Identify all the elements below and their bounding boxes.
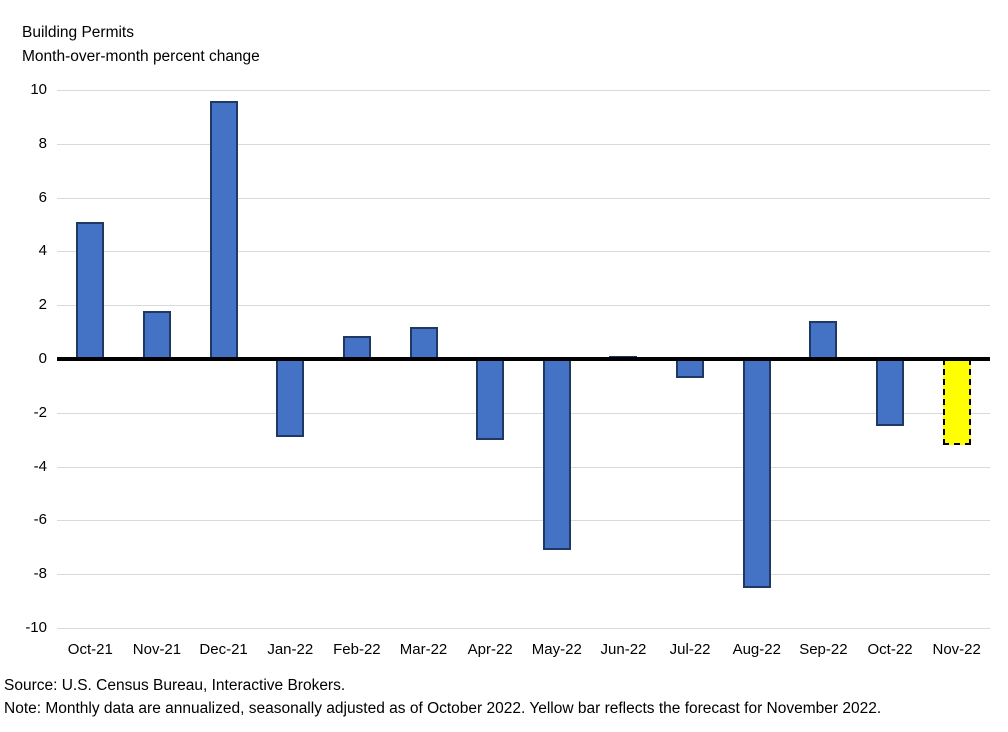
x-tick-label-Dec-21: Dec-21	[199, 641, 248, 658]
x-tick-label-Oct-21: Oct-21	[67, 641, 113, 658]
plot-area	[57, 90, 990, 629]
gridline	[57, 574, 990, 576]
gridline	[57, 251, 990, 253]
gridline	[57, 520, 990, 522]
gridline	[57, 412, 990, 414]
y-tick-label: 10	[30, 81, 47, 98]
bar-Feb-22	[342, 336, 371, 359]
bar-Sep-22	[809, 321, 838, 359]
note-text: Note: Monthly data are annualized, seaso…	[4, 700, 882, 717]
y-tick-label: 8	[38, 134, 47, 152]
gridline	[57, 197, 990, 199]
x-tick-label-Nov-22: Nov-22	[932, 641, 981, 658]
y-tick-label: -4	[33, 457, 47, 475]
x-axis: Oct-21 Nov-21 Dec-21 Jan-22 Feb-22 Mar-22 Apr-…	[57, 640, 990, 662]
x-tick-label-Aug-22: Aug-22	[732, 641, 781, 658]
bar-Dec-21	[209, 100, 238, 359]
y-tick-label: -6	[33, 511, 47, 529]
gridline	[57, 305, 990, 307]
y-tick-label: -8	[33, 565, 47, 583]
y-tick-label: -10	[25, 619, 47, 636]
bar-Jul-22	[676, 359, 705, 378]
chart-footer: Source: U.S. Census Bureau, Interactive …	[4, 674, 881, 720]
gridline	[57, 466, 990, 468]
bar-Oct-21	[76, 221, 105, 359]
source-text: Source: U.S. Census Bureau, Interactive …	[4, 677, 346, 694]
y-tick-label: 6	[38, 188, 47, 206]
y-tick-label: 0	[38, 350, 47, 367]
gridline	[57, 143, 990, 145]
y-tick-label: 4	[38, 242, 47, 260]
x-tick-label-Jan-22: Jan-22	[267, 641, 314, 658]
bar-Oct-22	[876, 359, 905, 427]
x-tick-label-May-22: May-22	[531, 641, 582, 658]
gridline	[57, 90, 990, 91]
forecast-bar-Nov-22	[942, 359, 971, 446]
bar-Mar-22	[409, 326, 438, 359]
x-tick-label-Jun-22: Jun-22	[600, 641, 647, 658]
x-tick-label-Nov-21: Nov-21	[132, 641, 182, 658]
x-tick-label-Jul-22: Jul-22	[669, 641, 711, 658]
x-tick-label-Mar-22: Mar-22	[399, 641, 448, 658]
bar-Apr-22	[476, 359, 505, 440]
bar-Nov-21	[142, 310, 171, 359]
y-tick-label: 2	[38, 296, 47, 314]
bar-May-22	[542, 359, 571, 550]
x-tick-label-Sep-22: Sep-22	[799, 641, 848, 658]
chart-title-block: Building Permits Month-over-month percen…	[22, 21, 260, 69]
bar-Aug-22	[742, 359, 771, 588]
x-tick-label-Feb-22: Feb-22	[333, 641, 381, 658]
chart-title: Building Permits	[22, 24, 134, 41]
gridline	[57, 628, 990, 629]
x-tick-label-Oct-22: Oct-22	[867, 641, 913, 658]
x-tick-label-Apr-22: Apr-22	[467, 641, 513, 658]
bar-Jan-22	[276, 359, 305, 437]
chart-subtitle: Month-over-month percent change	[22, 48, 260, 65]
y-tick-label: -2	[33, 403, 47, 421]
y-axis: 10 8 6 4 2 0 -2 -4 -6 -8 -10	[0, 81, 47, 636]
zero-axis-line	[57, 357, 990, 361]
